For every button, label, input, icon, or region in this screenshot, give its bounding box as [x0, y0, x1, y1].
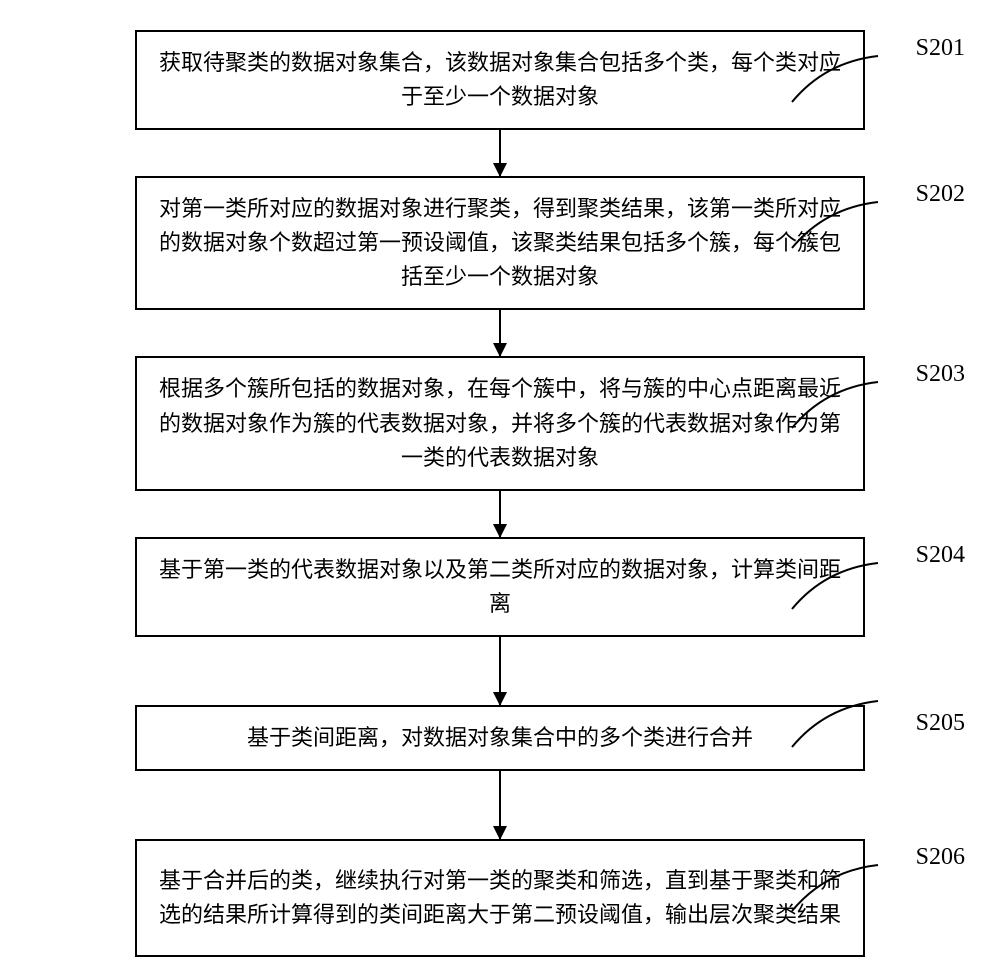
arrow-after-s205 [0, 771, 1000, 839]
arrow-line [499, 491, 501, 537]
flowchart-container: 获取待聚类的数据对象集合，该数据对象集合包括多个类，每个类对应于至少一个数据对象… [0, 30, 1000, 957]
step-label-s204: S204 [916, 542, 965, 569]
connector-s203 [790, 378, 880, 438]
step-label-s205: S205 [916, 710, 965, 737]
connector-s201 [790, 52, 880, 112]
step-row-s202: 对第一类所对应的数据对象进行聚类，得到聚类结果，该第一类所对应的数据对象个数超过… [0, 176, 1000, 310]
step-row-s201: 获取待聚类的数据对象集合，该数据对象集合包括多个类，每个类对应于至少一个数据对象… [0, 30, 1000, 130]
step-label-s201: S201 [916, 35, 965, 62]
step-box-s205: 基于类间距离，对数据对象集合中的多个类进行合并 [135, 705, 865, 771]
arrow-after-s203 [0, 491, 1000, 537]
connector-s204 [790, 559, 880, 619]
step-box-s201: 获取待聚类的数据对象集合，该数据对象集合包括多个类，每个类对应于至少一个数据对象 [135, 30, 865, 130]
step-label-s202: S202 [916, 181, 965, 208]
arrow-line [499, 771, 501, 839]
step-row-s203: 根据多个簇所包括的数据对象，在每个簇中，将与簇的中心点距离最近的数据对象作为簇的… [0, 356, 1000, 490]
step-box-s202: 对第一类所对应的数据对象进行聚类，得到聚类结果，该第一类所对应的数据对象个数超过… [135, 176, 865, 310]
arrow-after-s201 [0, 130, 1000, 176]
step-label-s206: S206 [916, 844, 965, 871]
arrow-after-s202 [0, 310, 1000, 356]
step-row-s205: 基于类间距离，对数据对象集合中的多个类进行合并 S205 [0, 705, 1000, 771]
step-box-s203: 根据多个簇所包括的数据对象，在每个簇中，将与簇的中心点距离最近的数据对象作为簇的… [135, 356, 865, 490]
step-box-s206: 基于合并后的类，继续执行对第一类的聚类和筛选，直到基于聚类和筛选的结果所计算得到… [135, 839, 865, 957]
step-label-s203: S203 [916, 361, 965, 388]
arrow-line [499, 130, 501, 176]
step-box-s204: 基于第一类的代表数据对象以及第二类所对应的数据对象，计算类间距离 [135, 537, 865, 637]
arrow-after-s204 [0, 637, 1000, 705]
connector-s202 [790, 198, 880, 258]
connector-s205 [790, 697, 880, 757]
arrow-line [499, 310, 501, 356]
connector-s206 [790, 861, 880, 921]
arrow-line [499, 637, 501, 705]
step-row-s204: 基于第一类的代表数据对象以及第二类所对应的数据对象，计算类间距离 S204 [0, 537, 1000, 637]
step-row-s206: 基于合并后的类，继续执行对第一类的聚类和筛选，直到基于聚类和筛选的结果所计算得到… [0, 839, 1000, 957]
